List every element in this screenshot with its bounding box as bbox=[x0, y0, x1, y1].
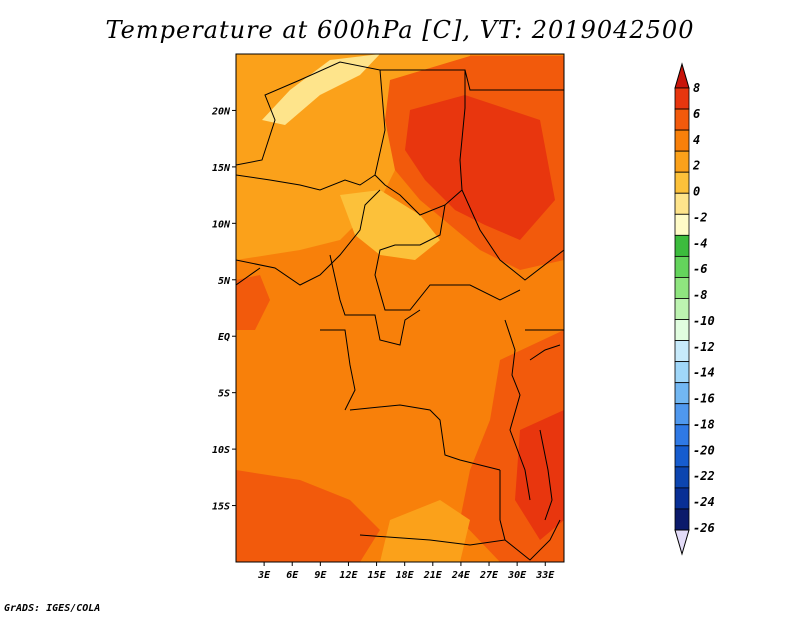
map-title: Temperature at 600hPa [C], VT: 201904250… bbox=[105, 16, 695, 44]
lon-tick-label-5: 18E bbox=[396, 570, 415, 581]
lon-tick-label-6: 21E bbox=[423, 570, 443, 581]
colorbar-swatch-7 bbox=[674, 234, 690, 257]
colorbar-swatch-14 bbox=[674, 382, 690, 405]
colorbar-swatch-6 bbox=[674, 213, 690, 236]
lon-tick-label-10: 33E bbox=[535, 570, 555, 581]
lat-tick-label-3: 5N bbox=[218, 276, 231, 287]
colorbar-swatch-10 bbox=[674, 298, 690, 320]
colorbar-label-2: 4 bbox=[693, 133, 700, 147]
colorbar-swatch-18 bbox=[674, 466, 690, 489]
colorbar-label-16: -24 bbox=[693, 495, 715, 509]
colorbar-swatch-0 bbox=[674, 87, 690, 110]
colorbar-label-9: -10 bbox=[693, 314, 715, 328]
lon-tick-label-8: 27E bbox=[479, 570, 499, 581]
country-borders bbox=[236, 61, 564, 561]
colorbar-label-12: -16 bbox=[693, 392, 715, 406]
lon-tick-label-0: 3E bbox=[257, 570, 271, 581]
field-cool-streak bbox=[262, 54, 380, 125]
colorbar-label-4: 0 bbox=[693, 185, 700, 199]
colorbar-label-11: -14 bbox=[693, 366, 715, 380]
lat-tick-label-6: 10S bbox=[212, 445, 230, 456]
colorbar-swatch-9 bbox=[674, 277, 690, 299]
lon-tick-label-3: 12E bbox=[339, 570, 358, 581]
field-hot-north bbox=[405, 95, 555, 240]
colorbar-swatch-2 bbox=[674, 129, 690, 152]
colorbar-swatch-17 bbox=[674, 445, 690, 468]
lat-tick-label-5: 5S bbox=[218, 389, 230, 400]
lon-tick-label-1: 6E bbox=[286, 570, 299, 581]
latitude-ticks: 20N 15N 10N 5N EQ 5S 10S 15S bbox=[211, 106, 236, 513]
colorbar-label-1: 6 bbox=[693, 107, 700, 121]
colorbar-bottom-arrow bbox=[674, 529, 690, 556]
colorbar-label-7: -6 bbox=[693, 262, 707, 276]
colorbar-label-3: 2 bbox=[692, 159, 700, 173]
colorbar-swatch-13 bbox=[674, 361, 690, 384]
lon-tick-label-9: 30E bbox=[507, 570, 527, 581]
grads-credit: GrADS: IGES/COLA bbox=[4, 603, 101, 614]
colorbar-swatch-8 bbox=[674, 255, 690, 278]
colorbar: 8 6 4 2 0 -2 -4 -6 -8 -10 -12 -14 -16 -18 -20 -22 -24 -26 bbox=[674, 62, 715, 556]
temperature-field bbox=[236, 54, 564, 562]
colorbar-label-5: -2 bbox=[693, 210, 707, 224]
colorbar-swatch-20 bbox=[674, 508, 690, 531]
colorbar-swatch-12 bbox=[674, 340, 690, 363]
colorbar-label-6: -4 bbox=[693, 236, 707, 250]
lat-tick-label-4: EQ bbox=[218, 332, 230, 343]
colorbar-swatch-11 bbox=[674, 319, 690, 341]
colorbar-swatch-1 bbox=[674, 108, 690, 131]
lon-tick-label-2: 9E bbox=[314, 570, 327, 581]
lat-tick-label-2: 10N bbox=[212, 219, 231, 230]
colorbar-label-0: 8 bbox=[693, 81, 700, 95]
lat-tick-label-7: 15S bbox=[212, 502, 230, 513]
colorbar-label-14: -20 bbox=[693, 443, 715, 457]
colorbar-swatch-3 bbox=[674, 150, 690, 173]
colorbar-label-10: -12 bbox=[693, 340, 715, 354]
colorbar-swatch-4 bbox=[674, 171, 690, 194]
lon-tick-label-4: 15E bbox=[368, 570, 387, 581]
lon-tick-label-7: 24E bbox=[451, 570, 471, 581]
field-mild-south bbox=[380, 500, 470, 562]
lat-tick-label-0: 20N bbox=[211, 106, 231, 117]
colorbar-label-17: -26 bbox=[693, 521, 715, 535]
colorbar-swatch-5 bbox=[674, 192, 690, 215]
map-frame bbox=[235, 53, 565, 563]
field-warmer-west bbox=[236, 275, 270, 330]
longitude-ticks: 3E 6E 9E 12E 15E 18E 21E 24E 27E 30E 33E bbox=[257, 562, 555, 581]
colorbar-swatch-19 bbox=[674, 487, 690, 510]
colorbar-label-13: -18 bbox=[693, 417, 715, 431]
field-hot-east bbox=[515, 410, 564, 540]
colorbar-label-8: -8 bbox=[693, 288, 707, 302]
field-warmer-sw bbox=[236, 470, 380, 562]
colorbar-top-arrow bbox=[674, 62, 690, 89]
colorbar-swatch-16 bbox=[674, 424, 690, 447]
lat-tick-label-1: 15N bbox=[212, 163, 231, 174]
colorbar-swatch-15 bbox=[674, 403, 690, 426]
colorbar-label-15: -22 bbox=[693, 469, 715, 483]
